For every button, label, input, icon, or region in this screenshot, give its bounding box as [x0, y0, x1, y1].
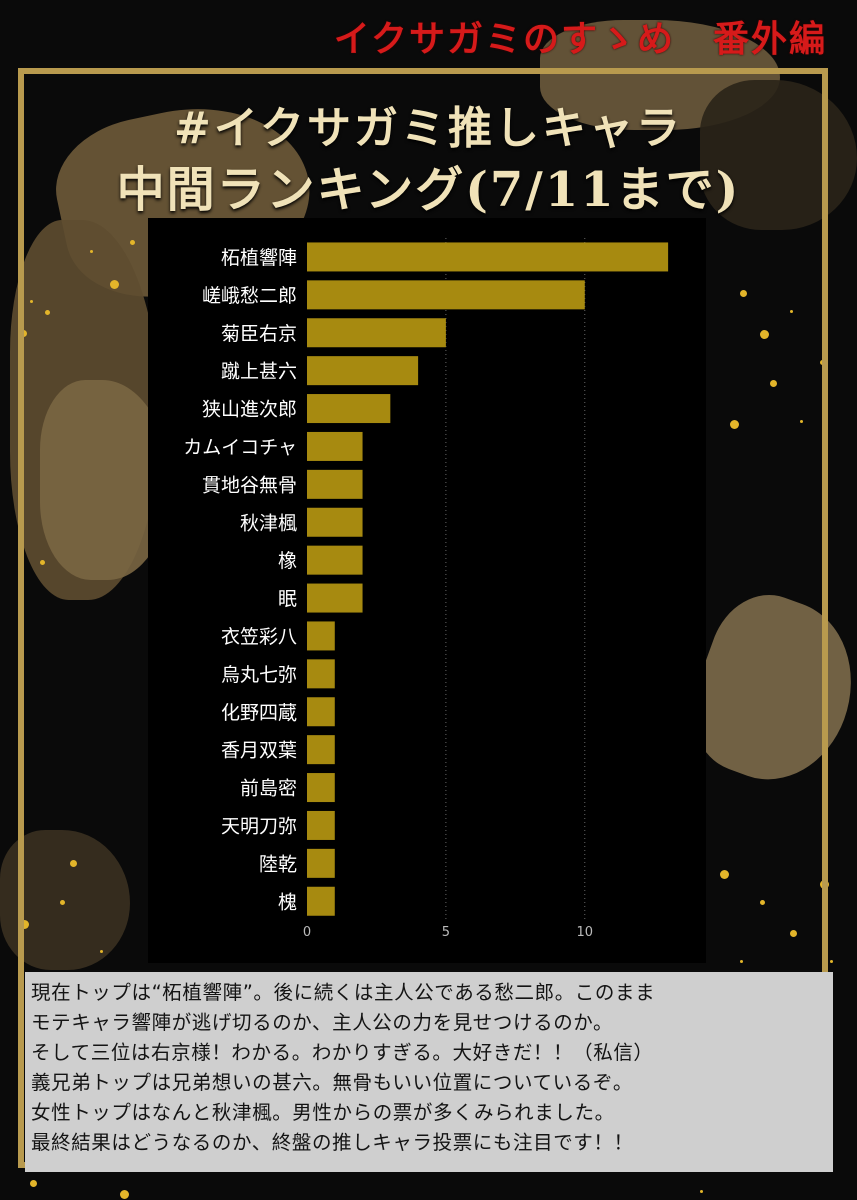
bar — [307, 394, 391, 424]
category-label: 柘植響陣 — [221, 247, 297, 269]
bar — [307, 583, 363, 613]
comment-line: そして三位は右京様！わかる。わかりすぎる。大好きだ！！（私信） — [31, 1041, 654, 1064]
category-label: 橡 — [278, 550, 297, 572]
gold-fleck — [70, 860, 77, 867]
gold-fleck — [740, 960, 743, 963]
category-label: 香月双葉 — [221, 740, 297, 762]
category-label: 狭山進次郎 — [202, 399, 297, 421]
bar — [307, 886, 335, 916]
bar — [307, 431, 363, 461]
category-label: 眠 — [278, 588, 297, 610]
bar — [307, 545, 363, 575]
gold-fleck — [830, 960, 833, 963]
gold-brush-stroke — [700, 80, 857, 230]
bar — [307, 848, 335, 878]
gold-fleck — [740, 290, 747, 297]
x-tick-label: 0 — [303, 925, 311, 940]
gold-fleck — [120, 1190, 129, 1199]
x-tick-label: 10 — [577, 925, 594, 940]
gold-fleck — [30, 300, 33, 303]
gold-fleck — [790, 310, 793, 313]
bar — [307, 507, 363, 537]
gold-fleck — [130, 240, 135, 245]
ranking-chart: 0 5 10 柘植響陣嵯峨愁二郎菊臣右京蹴上甚六狭山進次郎カムイコチャ貫地谷無骨秋津楓… — [148, 218, 706, 963]
header-bar: イクサガミのすゝめ 番外編 — [0, 0, 857, 62]
category-label: カムイコチャ — [183, 436, 297, 458]
gold-fleck — [90, 250, 93, 253]
gold-fleck — [100, 950, 103, 953]
gold-fleck — [60, 900, 65, 905]
category-label: 嵯峨愁二郎 — [202, 285, 297, 307]
category-label: 陸乾 — [259, 853, 297, 875]
category-label: 貫地谷無骨 — [202, 474, 297, 496]
gold-fleck — [720, 870, 729, 879]
bar — [307, 697, 335, 727]
bar — [307, 810, 335, 840]
bar — [307, 356, 419, 386]
gold-fleck — [40, 560, 45, 565]
gold-fleck — [760, 900, 765, 905]
category-label: 秋津楓 — [240, 512, 297, 534]
gold-fleck — [45, 310, 50, 315]
x-tick-label: 5 — [442, 925, 450, 940]
comment-line: モテキャラ響陣が逃げ切るのか、主人公の力を見せつけるのか。 — [31, 1011, 614, 1034]
bar — [307, 280, 585, 310]
gold-fleck — [730, 420, 739, 429]
main-title-line1: #イクサガミ推しキャラ — [174, 103, 683, 154]
category-label: 化野四蔵 — [221, 702, 297, 724]
category-label: 天明刀弥 — [221, 815, 297, 837]
gold-fleck — [20, 920, 29, 929]
category-label: 前島密 — [240, 778, 297, 800]
comment-line: 最終結果はどうなるのか、終盤の推しキャラ投票にも注目です！！ — [31, 1131, 634, 1154]
bar — [307, 735, 335, 765]
category-label: 菊臣右京 — [221, 323, 297, 345]
category-label: 烏丸七弥 — [221, 664, 297, 686]
bar — [307, 621, 335, 651]
header-title: イクサガミのすゝめ 番外編 — [333, 18, 827, 60]
gold-fleck — [700, 1190, 703, 1193]
bar — [307, 659, 335, 689]
comment-line: 現在トップは“柘植響陣”。後に続くは主人公である愁二郎。このまま — [31, 981, 656, 1004]
gold-fleck — [770, 380, 777, 387]
gold-fleck — [30, 1180, 37, 1187]
bar — [307, 318, 446, 348]
category-label: 槐 — [278, 891, 297, 913]
bar — [307, 469, 363, 499]
main-title-line2: 中間ランキング(7/11まで) — [116, 162, 741, 218]
comment-box: 現在トップは“柘植響陣”。後に続くは主人公である愁二郎。このまま モテキャラ響陣… — [25, 972, 833, 1172]
gold-fleck — [800, 420, 803, 423]
bar — [307, 242, 669, 272]
category-label: 蹴上甚六 — [221, 361, 297, 383]
bar-chart-svg: 0 5 10 柘植響陣嵯峨愁二郎菊臣右京蹴上甚六狭山進次郎カムイコチャ貫地谷無骨秋津楓… — [183, 238, 669, 940]
comment-line: 義兄弟トップは兄弟想いの甚六。無骨もいい位置についているぞ。 — [31, 1071, 634, 1094]
bar — [307, 773, 335, 803]
gold-fleck — [760, 330, 769, 339]
gold-fleck — [790, 930, 797, 937]
category-label: 衣笠彩八 — [221, 626, 297, 648]
gold-fleck — [110, 280, 119, 289]
comment-line: 女性トップはなんと秋津楓。男性からの票が多くみられました。 — [31, 1101, 615, 1124]
